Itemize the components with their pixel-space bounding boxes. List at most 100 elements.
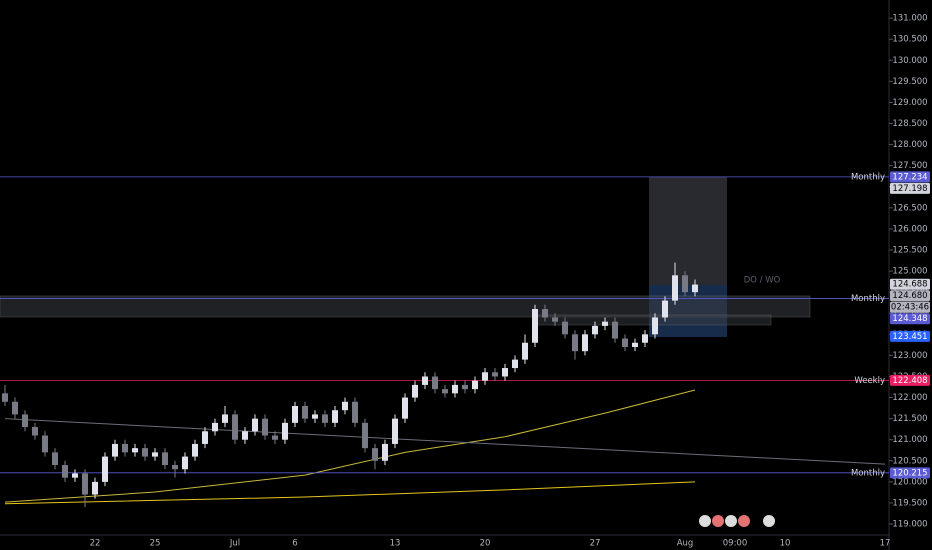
candle-body	[642, 334, 648, 343]
price-tag-label: 127.198	[892, 184, 927, 194]
candle-body	[162, 452, 168, 466]
candle-body	[2, 393, 8, 402]
price-tag	[890, 301, 930, 313]
candle-body	[132, 448, 138, 453]
level-label: Monthly	[851, 468, 885, 478]
candle-body	[532, 309, 538, 343]
price-tag-label: 124.348	[892, 314, 927, 324]
price-tag-label: 124.688	[892, 280, 927, 290]
price-tag	[890, 182, 930, 194]
candle-body	[202, 431, 208, 444]
x-tick-label: 13	[390, 539, 401, 549]
x-tick-label: 27	[590, 539, 601, 549]
candle-body	[62, 465, 68, 478]
x-tick-label: 17	[880, 539, 891, 549]
candle-body	[602, 321, 608, 326]
candle-body	[102, 456, 108, 482]
price-tag	[890, 467, 930, 479]
candle-body	[682, 275, 688, 293]
candle-body	[42, 435, 48, 453]
price-tag-label: 120.215	[892, 468, 927, 478]
x-tick-label: 20	[480, 539, 491, 549]
candle-body	[192, 443, 198, 457]
y-tick-label: 119.000	[892, 520, 927, 530]
candle-body	[182, 456, 188, 470]
y-tick-label: 128.000	[892, 140, 927, 150]
candle-body	[92, 481, 98, 495]
candle-body	[282, 422, 288, 440]
y-tick-label: 121.000	[892, 435, 927, 445]
candle-body	[562, 321, 568, 335]
candle-body	[112, 443, 118, 457]
candle-body	[312, 414, 318, 419]
candle-body	[502, 368, 508, 377]
candle-body	[652, 317, 658, 335]
candle-body	[322, 414, 328, 423]
candle-body	[372, 448, 378, 461]
candle-body	[382, 443, 388, 461]
candle-body	[362, 422, 368, 449]
candle-body	[232, 414, 238, 440]
candle-body	[262, 418, 268, 436]
candle-body	[522, 342, 528, 360]
candle-body	[492, 372, 498, 377]
candle-body	[352, 401, 358, 423]
candle-body	[152, 452, 158, 457]
y-tick-label: 125.500	[892, 246, 927, 256]
price-tag-label: 127.234	[892, 172, 927, 182]
candle-body	[242, 431, 248, 440]
candle-body	[592, 325, 598, 335]
target-zone	[649, 177, 727, 285]
candle-body	[572, 334, 578, 352]
candle-body	[292, 405, 298, 423]
candle-body	[142, 448, 148, 457]
y-tick-label: 123.000	[892, 351, 927, 361]
price-tag-label: 123.451	[892, 332, 927, 342]
x-tick-label: Jul	[229, 539, 240, 549]
level-label: Weekly	[854, 376, 885, 386]
candle-body	[452, 384, 458, 394]
price-tag	[890, 313, 930, 325]
x-tick-label: 25	[150, 539, 161, 549]
candle-body	[482, 372, 488, 381]
price-tag	[890, 374, 930, 386]
candle-body	[342, 401, 348, 411]
level-label: Monthly	[851, 172, 885, 182]
x-tick-label: 6	[292, 539, 297, 549]
candle-body	[332, 410, 338, 423]
y-tick-label: 130.500	[892, 35, 927, 45]
candle-body	[462, 384, 468, 390]
y-tick-label: 129.500	[892, 77, 927, 87]
y-tick-label: 127.500	[892, 161, 927, 171]
price-tag	[890, 278, 930, 290]
candle-body	[622, 338, 628, 347]
x-tick-label: 22	[90, 539, 101, 549]
price-tag-label: 122.408	[892, 376, 927, 386]
event-icons	[699, 515, 775, 527]
x-tick-label: 09:00	[723, 539, 748, 549]
y-tick-label: 131.000	[892, 14, 927, 24]
annotation: DO / WO	[744, 276, 781, 286]
candle-body	[662, 300, 668, 318]
y-tick-label: 119.500	[892, 498, 927, 508]
candle-body	[12, 401, 18, 415]
y-tick-label: 121.500	[892, 414, 927, 424]
candle-body	[252, 418, 258, 432]
candle-body	[672, 275, 678, 301]
y-tick-label: 126.500	[892, 203, 927, 213]
candle-body	[692, 284, 698, 293]
candle-body	[272, 435, 278, 440]
candle-body	[52, 452, 58, 466]
y-tick-label: 120.000	[892, 477, 927, 487]
price-tag	[890, 330, 930, 342]
price-tag	[890, 171, 930, 183]
candle-body	[512, 359, 518, 369]
candle-body	[422, 376, 428, 385]
y-tick-label: 126.000	[892, 224, 927, 234]
candle-body	[72, 473, 78, 478]
candle-body	[472, 380, 478, 390]
candle-body	[612, 321, 618, 339]
x-tick-label: Aug	[677, 539, 694, 549]
candle-body	[582, 334, 588, 352]
